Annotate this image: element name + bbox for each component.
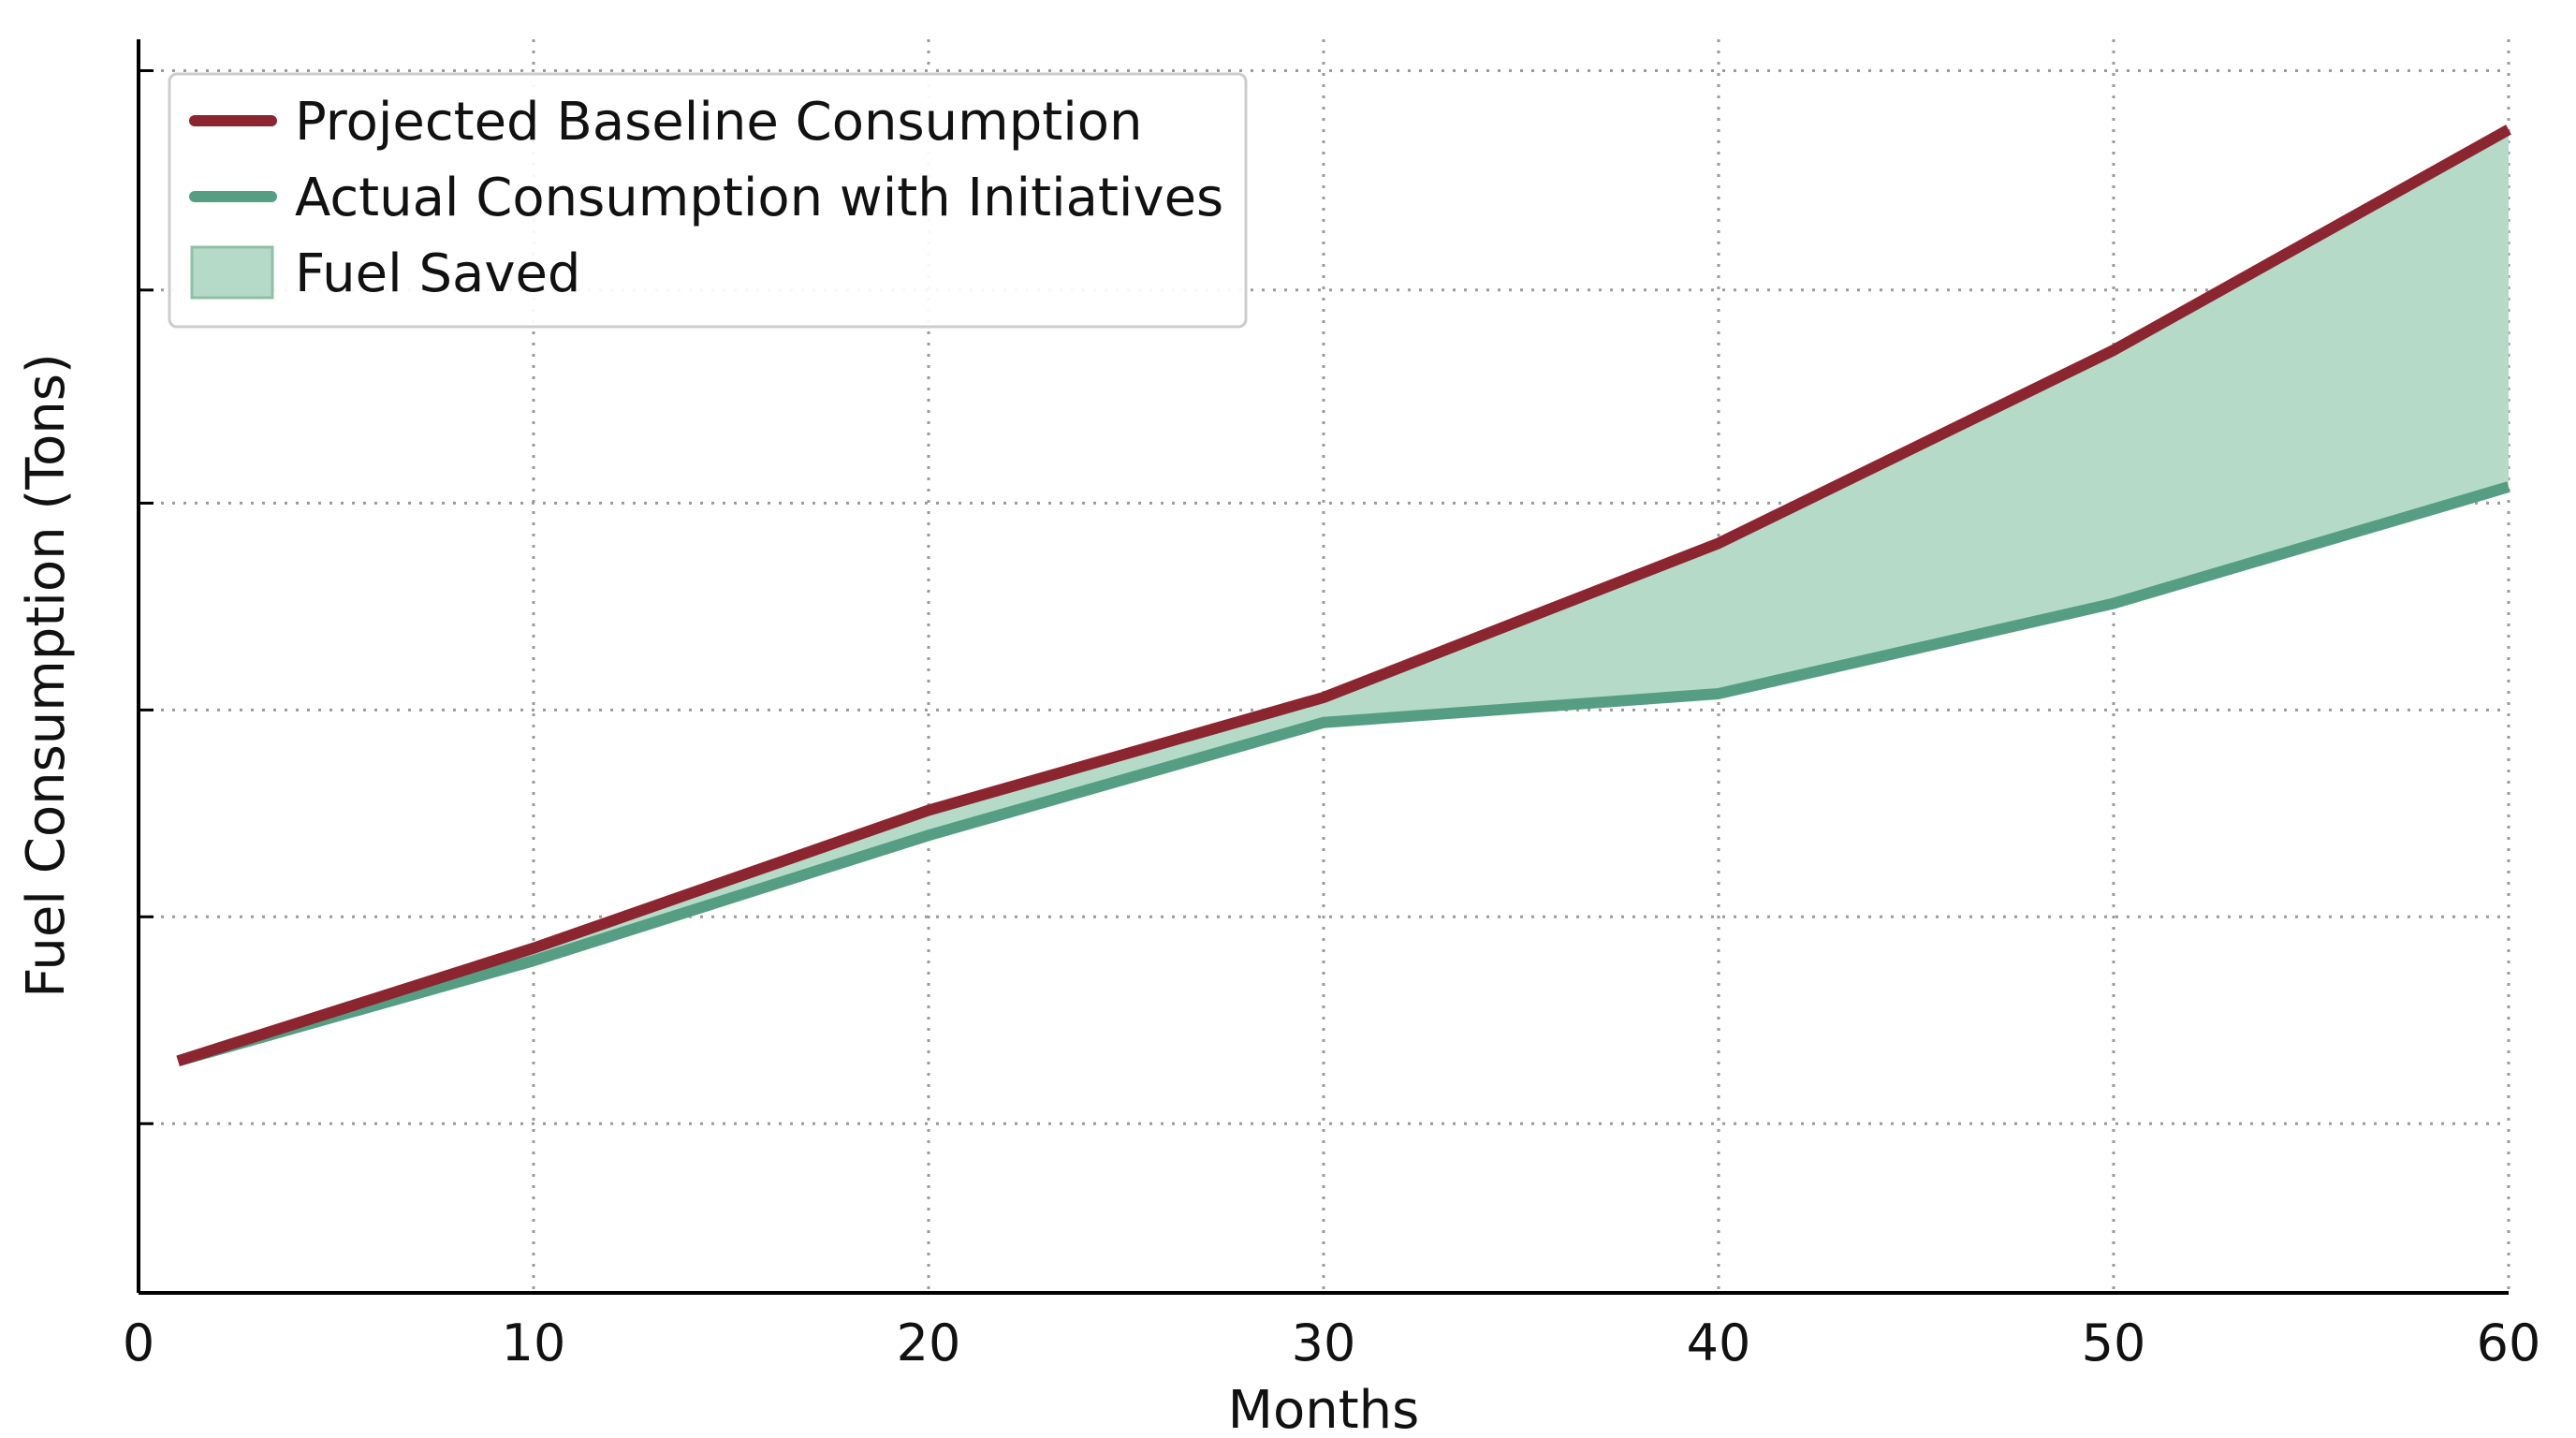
x-tick-labels: 0 10 20 30 40 50 60 xyxy=(123,1313,2541,1372)
legend-box xyxy=(168,72,1248,329)
legend: Projected Baseline Consumption Actual Co… xyxy=(168,72,1248,329)
fuel-saved-area xyxy=(178,129,2510,1062)
legend-label-actual-consumption: Actual Consumption with Initiatives xyxy=(295,168,1223,228)
x-tick-label-60: 60 xyxy=(2477,1313,2541,1372)
series-lines xyxy=(176,125,2511,1067)
legend-label-projected-baseline: Projected Baseline Consumption xyxy=(295,92,1143,153)
x-tick-label-20: 20 xyxy=(897,1313,961,1372)
actual-consumption-line xyxy=(176,481,2510,1067)
x-tick-label-50: 50 xyxy=(2082,1313,2146,1372)
projected-baseline-line xyxy=(176,125,2511,1067)
legend-swatch-fuel-saved xyxy=(190,245,274,300)
x-tick-label-30: 30 xyxy=(1292,1313,1356,1372)
x-tick-label-40: 40 xyxy=(1687,1313,1751,1372)
legend-label-fuel-saved: Fuel Saved xyxy=(295,243,580,304)
y-axis-label: Fuel Consumption (Tons) xyxy=(16,353,77,997)
x-axis-label: Months xyxy=(1228,1380,1420,1438)
axes xyxy=(137,39,2509,1295)
x-tick-label-0: 0 xyxy=(123,1313,154,1372)
fuel-saved-area-group xyxy=(178,129,2510,1062)
x-tick-label-10: 10 xyxy=(502,1313,566,1372)
